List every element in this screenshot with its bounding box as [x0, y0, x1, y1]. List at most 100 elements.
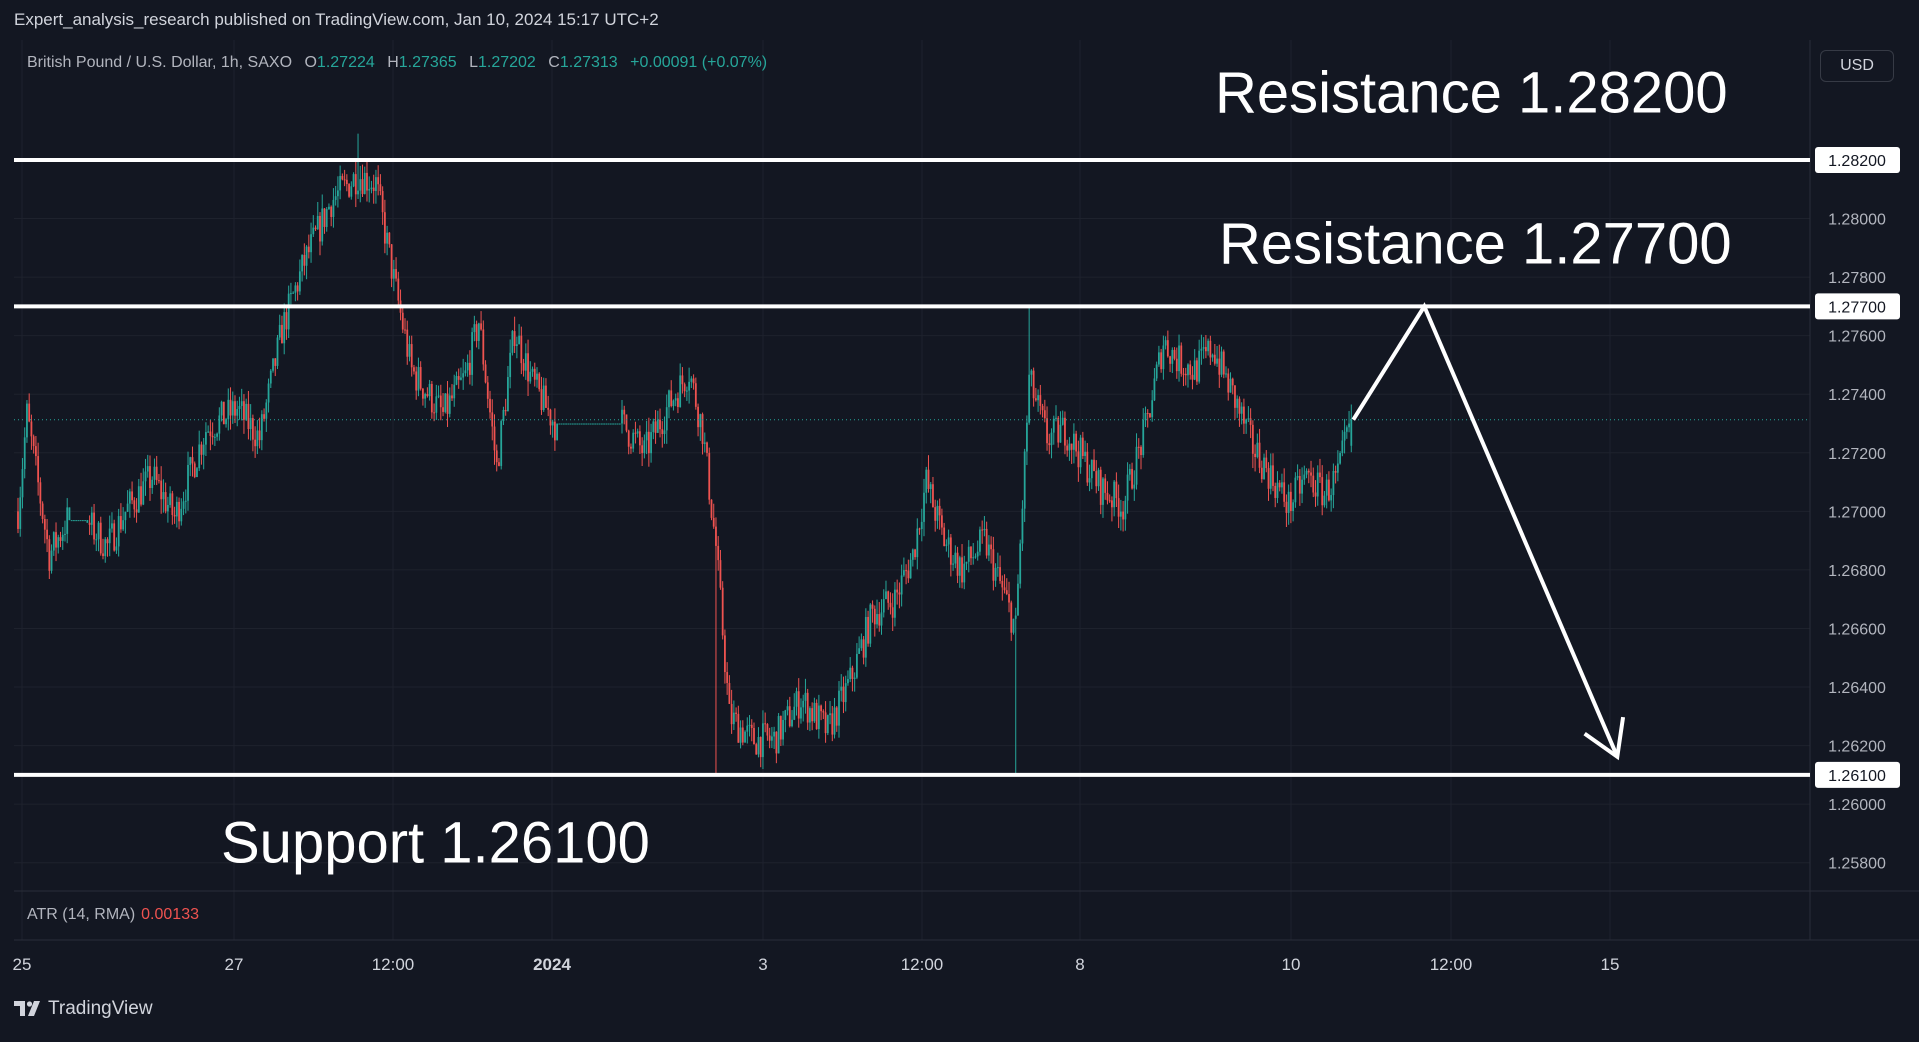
candle — [1323, 491, 1326, 508]
candle — [844, 675, 847, 712]
candle — [1003, 574, 1006, 594]
candle — [368, 176, 371, 203]
candle — [607, 423, 610, 425]
candle — [460, 367, 462, 381]
candle — [128, 488, 131, 518]
candle — [303, 243, 306, 276]
candle — [614, 423, 617, 425]
candle — [1030, 369, 1033, 387]
candle — [739, 720, 742, 749]
candle — [359, 165, 362, 203]
candle — [234, 395, 236, 423]
candle — [413, 364, 415, 375]
candle — [207, 425, 210, 433]
time-tick-label: 27 — [225, 955, 244, 974]
candle — [1133, 470, 1136, 501]
candle — [847, 670, 849, 686]
candle — [683, 382, 686, 398]
candle — [370, 180, 373, 194]
candle — [455, 371, 458, 386]
level-label: Resistance 1.28200 — [1215, 60, 1728, 125]
candle — [272, 358, 274, 373]
candle — [616, 423, 619, 425]
tradingview-logo-icon — [14, 1001, 40, 1016]
candle — [882, 589, 885, 618]
tradingview-brand[interactable]: TradingView — [14, 998, 153, 1020]
candle — [1334, 465, 1337, 484]
time-axis[interactable]: 25 27 12:00 2024 3 12:00 8 10 12:00 15 — [13, 955, 1620, 974]
candle — [341, 173, 344, 181]
candle — [1236, 395, 1239, 418]
candle — [965, 561, 968, 571]
candle — [1012, 618, 1015, 635]
candle — [784, 709, 787, 733]
candle — [916, 518, 919, 570]
candle — [283, 303, 286, 355]
candle — [755, 742, 758, 755]
candle — [1046, 406, 1048, 451]
candle — [321, 194, 324, 246]
candle — [889, 592, 892, 615]
candle — [278, 314, 281, 341]
symbol-title[interactable]: British Pound / U.S. Dollar, 1h, SAXO — [27, 54, 293, 71]
candle — [430, 380, 433, 419]
candle — [379, 174, 382, 196]
candle — [985, 521, 988, 559]
candle — [1146, 409, 1149, 428]
candle — [1008, 581, 1010, 613]
candle — [43, 514, 46, 544]
candle — [117, 508, 120, 557]
projection-path[interactable] — [1351, 302, 1620, 758]
candle — [1169, 355, 1171, 373]
candle — [1287, 484, 1290, 525]
projection-arrow — [1351, 302, 1626, 761]
candle — [1162, 335, 1165, 380]
candle — [540, 376, 543, 415]
candle — [314, 225, 317, 231]
candle — [422, 387, 424, 406]
candle — [1034, 387, 1037, 402]
candle — [202, 437, 205, 470]
candle — [1196, 357, 1198, 386]
candle — [804, 678, 807, 714]
candle — [480, 311, 482, 331]
candle — [339, 165, 342, 200]
candle — [766, 723, 769, 741]
candle — [831, 706, 834, 742]
price-axis[interactable]: 1.25800 1.26000 1.26200 1.26400 1.26600 1.268… — [1828, 212, 1886, 873]
candle — [108, 515, 111, 557]
candle — [180, 498, 183, 526]
candle — [1301, 467, 1303, 504]
candle — [209, 419, 212, 451]
candle — [791, 710, 793, 728]
candle — [325, 207, 328, 232]
candle — [571, 423, 574, 425]
candle — [954, 545, 957, 569]
candle — [1182, 367, 1185, 387]
candle — [468, 350, 471, 385]
atr-indicator-legend[interactable]: ATR (14, RMA) 0.00133 — [27, 906, 199, 924]
candle — [1090, 459, 1093, 490]
candle — [133, 497, 136, 518]
price-tick-label: 1.27600 — [1828, 329, 1886, 346]
candle — [809, 706, 811, 732]
candle — [231, 391, 234, 424]
candle — [876, 599, 878, 629]
price-tick-label: 1.26000 — [1828, 797, 1886, 814]
candle — [287, 285, 290, 339]
currency-button[interactable]: USD — [1820, 50, 1894, 82]
candle — [1305, 468, 1308, 479]
candle — [932, 476, 934, 508]
candle — [1249, 408, 1252, 439]
candle — [961, 544, 963, 589]
candle — [462, 358, 465, 390]
candle — [28, 393, 31, 423]
candle — [1234, 385, 1236, 420]
candle — [160, 466, 163, 514]
candle — [1247, 406, 1250, 423]
candle — [1122, 500, 1125, 532]
candle — [404, 318, 406, 334]
candle — [976, 540, 979, 561]
